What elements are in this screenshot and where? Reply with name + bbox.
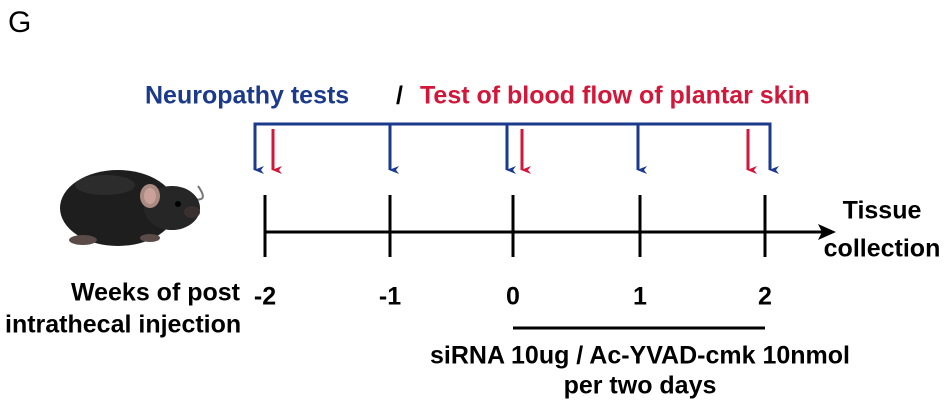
timeline xyxy=(263,195,822,257)
axis-title: Weeks of post xyxy=(71,279,241,307)
tick-label: -2 xyxy=(254,283,276,311)
panel-label: G xyxy=(8,6,31,39)
treatment-label: siRNA 10ug / Ac-YVAD-cmk 10nmol xyxy=(430,342,850,370)
blood-flow-arrows xyxy=(271,129,757,174)
tick-label: 2 xyxy=(758,283,772,311)
tick-labels: -2 -1 0 1 2 xyxy=(254,283,772,311)
tick-label: -1 xyxy=(379,283,401,311)
mouse-icon xyxy=(60,170,204,246)
legend-neuropathy: Neuropathy tests xyxy=(145,82,349,110)
legend-separator: / xyxy=(396,82,403,110)
legend-blood-flow: Test of blood flow of plantar skin xyxy=(420,82,810,110)
end-label: Tissue xyxy=(843,197,922,225)
treatment-label: per two days xyxy=(564,372,717,400)
timeline-arrowhead xyxy=(818,224,836,240)
axis-title: intrathecal injection xyxy=(5,311,241,339)
end-label: collection xyxy=(824,235,941,263)
neuropathy-arrows xyxy=(253,122,779,174)
tick-label: 1 xyxy=(633,283,647,311)
tick-label: 0 xyxy=(506,283,520,311)
